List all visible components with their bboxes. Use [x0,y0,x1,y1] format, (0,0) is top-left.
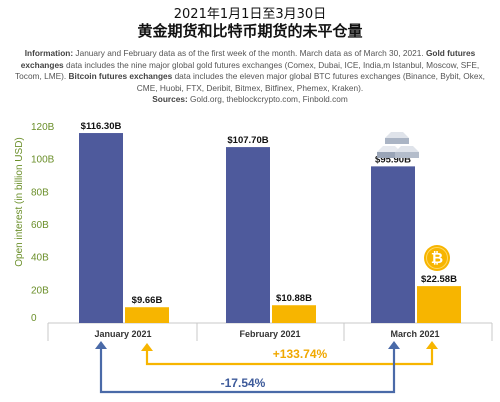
y-tick-label: 60B [31,220,49,231]
chart-title-line2: 黄金期货和比特币期货的未平仓量 [137,22,363,40]
btc-exchanges-label: Bitcoin futures exchanges [68,71,173,81]
y-tick-label: 120B [31,122,55,133]
bars-group: $116.30B $9.66B $107.70B $10.88B $95.90B $22.… [79,121,461,323]
btc-bar-3 [417,286,461,323]
gold-value-label-3: $95.90B [375,154,411,165]
information-label: Information: [24,48,74,58]
btc-value-label-3: $22.58B [421,274,457,285]
gold-bars-icon [377,132,419,158]
btc-exchanges-text: data includes the eleven major global BT… [136,71,485,93]
btc-change-label: +133.74% [273,347,328,361]
x-tick-label: February 2021 [239,329,300,339]
gold-value-label-2: $107.70B [227,135,268,146]
btc-arrow-head-right [426,341,438,349]
y-tick-label: 40B [31,253,49,264]
y-tick-label: 80B [31,187,49,198]
gold-arrow-head-right [388,341,400,349]
gold-exchanges-label: Gold futures exchanges [20,48,476,70]
btc-arrow-head-left [141,343,153,351]
gold-exchanges-text: data includes the nine major global gold… [15,59,480,82]
chart-title-line1: 2021年1月1日至3月30日 [173,7,327,22]
gold-bar-3 [371,166,415,323]
btc-change-arrow [145,344,434,366]
y-axis-ticks: 0 20B 40B 60B 80B 100B 120B [31,122,55,324]
y-tick-label: 100B [31,155,55,166]
gold-change-arrow [99,346,396,394]
gold-bar-1 [79,133,123,323]
info-paragraph: Information: January and February data a… [8,48,492,106]
gold-bar-2 [226,147,270,323]
y-axis-label: Open interest (in billion USD) [14,137,25,267]
gold-change-label: -17.54% [221,376,266,390]
btc-bar-2 [272,305,316,323]
svg-text:₿: ₿ [431,249,443,267]
information-text: January and February data as of the firs… [73,48,426,58]
x-tick-label: March 2021 [390,329,439,339]
gold-arrow-head-left [95,341,107,349]
x-tick-label: January 2021 [94,329,151,339]
gold-value-label-1: $116.30B [81,121,122,132]
bitcoin-icon: ₿ [424,245,450,271]
sources-label: Sources: [152,94,188,104]
sources-text: Gold.org, theblockcrypto.com, Finbold.co… [187,94,348,104]
category-labels: January 2021 February 2021 March 2021 [47,323,493,341]
btc-value-label-1: $9.66B [132,295,163,306]
y-tick-label: 0 [31,313,37,324]
btc-value-label-2: $10.88B [276,293,312,304]
y-tick-label: 20B [31,285,49,296]
btc-bar-1 [125,307,169,323]
